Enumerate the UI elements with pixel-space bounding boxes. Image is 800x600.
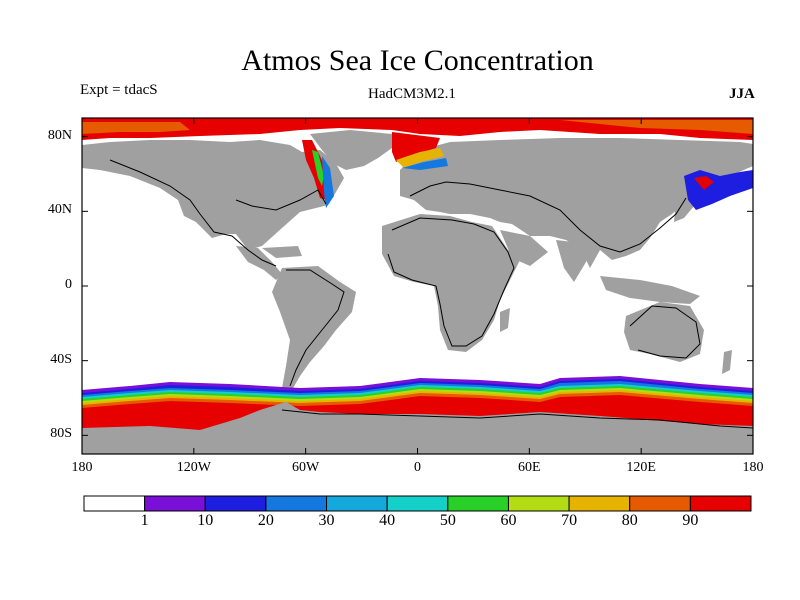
sea-ice-arctic [82, 118, 753, 140]
colorbar-swatch [568, 495, 631, 512]
colorbar-label: 30 [318, 512, 335, 529]
map-area [82, 118, 753, 454]
lat-tick-label: 0 [65, 277, 72, 292]
sea-ice-east-greenland-blue [402, 158, 448, 170]
colorbar-label: 90 [682, 512, 699, 529]
sea-ice-east-greenland-edge [396, 148, 444, 168]
land-madagascar [500, 308, 510, 332]
colorbar-label: 1 [140, 512, 149, 529]
experiment-label: Expt = tdacS [80, 82, 158, 98]
model-label: HadCM3M2.1 [368, 86, 456, 102]
sea-ice-arctic-edge [82, 122, 190, 134]
land-north-america [82, 140, 344, 250]
lon-tick-label: 180 [71, 460, 93, 475]
colorbar-swatch [689, 495, 752, 512]
land-india [556, 240, 590, 282]
sea-ice-east-greenland [392, 132, 440, 162]
land-arabia [500, 230, 548, 266]
land-antarctica [82, 402, 753, 454]
colorbar-swatch [386, 495, 449, 512]
lat-tick-label: 40N [47, 202, 72, 218]
lon-tick-label: 180 [742, 460, 764, 475]
land-africa [382, 214, 522, 352]
land-central-america [236, 246, 282, 280]
land-new-zealand [722, 350, 732, 374]
colorbar-label: 60 [500, 512, 517, 529]
colorbar-label: 70 [561, 512, 578, 529]
colorbar-label: 80 [621, 512, 638, 529]
colorbar-label: 20 [257, 512, 274, 529]
coastlines [109, 159, 753, 429]
axis-ticks [81, 118, 754, 454]
lon-tick-label: 0 [414, 460, 421, 475]
lon-tick-label: 60W [292, 460, 320, 475]
colorbar [83, 495, 752, 512]
season-label: JJA [729, 86, 755, 102]
lon-tick-label: 120W [176, 460, 211, 475]
land-australia [624, 302, 704, 362]
sea-ice-okhotsk-red [694, 176, 714, 190]
colorbar-label: 50 [439, 512, 456, 529]
sea-ice-labrador-blue [322, 156, 334, 208]
colorbar-swatch [144, 495, 206, 512]
lat-tick-label: 80N [47, 127, 72, 143]
sea-ice-arctic-edge-east [560, 120, 753, 134]
lat-tick-label: 80S [50, 426, 72, 442]
sea-ice-labrador-green [312, 150, 324, 186]
land-eurasia [400, 138, 753, 268]
colorbar-label: 40 [379, 512, 396, 529]
colorbar-swatch [447, 495, 509, 512]
land-south-america [272, 266, 356, 390]
lon-tick-label: 60E [518, 460, 541, 475]
lat-tick-label: 40S [50, 351, 72, 367]
colorbar-swatch [204, 495, 267, 512]
colorbar-swatch [507, 495, 570, 512]
colorbar-swatch [326, 495, 388, 512]
lon-tick-label: 120E [626, 460, 656, 475]
land-maritime-se-asia [600, 276, 700, 304]
map-title: Atmos Sea Ice Concentration [241, 44, 594, 77]
colorbar-swatch [629, 495, 691, 512]
sea-ice-labrador [302, 140, 330, 200]
land-caribbean [262, 246, 302, 258]
colorbar-swatch [265, 495, 328, 512]
colorbar-swatch [83, 495, 146, 512]
colorbar-label: 10 [197, 512, 214, 529]
land-greenland [310, 130, 392, 170]
